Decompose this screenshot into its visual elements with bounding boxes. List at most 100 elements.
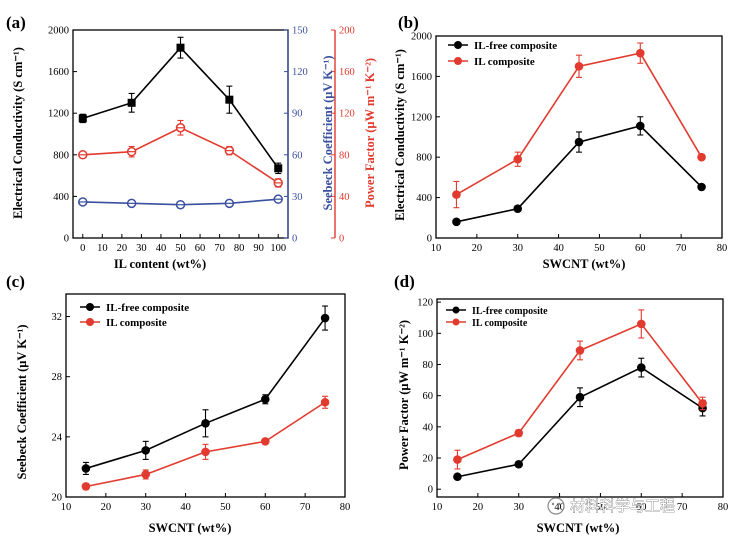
x-tick-label: 40 xyxy=(156,243,167,254)
panel-d: (d) 10 20 30 40 50 60 70 80 0 20 40 60 80 100 120 SWCN… xyxy=(394,272,728,535)
panel-b-xlabel: SWCNT (wt%) xyxy=(543,257,626,271)
data-point xyxy=(81,482,91,491)
panel-d-legend: IL-free composite IL composite xyxy=(446,306,548,329)
data-point xyxy=(574,137,584,147)
data-point xyxy=(141,446,151,455)
y-tick-label: 200 xyxy=(339,26,355,37)
y-tick-label: 32 xyxy=(52,312,63,323)
x-tick-label: 40 xyxy=(553,243,564,254)
x-tick-label: 20 xyxy=(117,243,128,254)
panel-d-xlabel: SWCNT (wt%) xyxy=(537,521,620,535)
y-tick-label: 40 xyxy=(423,422,434,433)
y-tick-label: 80 xyxy=(339,150,350,161)
data-point xyxy=(635,48,645,58)
legend-marker-il-free xyxy=(452,306,460,314)
x-tick-label: 60 xyxy=(195,243,206,254)
y-tick-label: 0 xyxy=(64,234,69,245)
y-tick-label: 24 xyxy=(52,432,63,443)
y-tick-label: 2000 xyxy=(411,32,432,43)
y-tick-label: 0 xyxy=(292,234,297,245)
x-tick-label: 30 xyxy=(513,502,524,513)
plot-frame xyxy=(65,293,346,498)
x-tick-label: 10 xyxy=(61,502,72,513)
panel-a-ylabel-left: Electrical Conductivity (S cm⁻¹) xyxy=(11,47,25,219)
legend-marker-il-free xyxy=(454,41,462,49)
legend-marker-il xyxy=(452,318,460,326)
data-point xyxy=(635,121,645,131)
x-tick-label: 40 xyxy=(180,502,191,513)
y-tick-label: 1600 xyxy=(48,67,69,78)
x-tick-label: 70 xyxy=(214,243,225,254)
data-point xyxy=(201,447,210,457)
panel-d-letter: (d) xyxy=(394,272,415,291)
data-point xyxy=(574,62,584,71)
y-tick-label: 0 xyxy=(428,485,433,496)
panel-a-letter: (a) xyxy=(6,13,26,32)
y-tick-label: 160 xyxy=(339,67,355,78)
data-point xyxy=(697,182,706,192)
data-point xyxy=(514,459,524,469)
data-point xyxy=(452,217,461,227)
y-tick-label: 20 xyxy=(52,493,63,504)
y-tick-label: 400 xyxy=(53,192,69,203)
panel-d-ylabel: Power Factor (μW m⁻¹ K⁻²) xyxy=(397,320,411,470)
x-tick-label: 80 xyxy=(718,502,729,513)
plot-frame xyxy=(435,35,723,239)
x-tick-label: 50 xyxy=(220,502,231,513)
data-point xyxy=(176,43,185,52)
data-point xyxy=(575,346,585,355)
legend-marker-il xyxy=(86,318,94,326)
y-tick-label: 60 xyxy=(292,150,303,161)
series-line xyxy=(82,126,279,184)
panel-b-legend-il-free: IL-free composite xyxy=(474,40,557,52)
series-line xyxy=(82,46,279,169)
x-tick-label: 50 xyxy=(594,243,605,254)
y-tick-label: 30 xyxy=(292,192,303,203)
legend-marker-il-free xyxy=(86,303,94,311)
x-tick-label: 30 xyxy=(512,243,523,254)
y-tick-label: 90 xyxy=(292,109,303,120)
x-tick-label: 80 xyxy=(340,502,351,513)
x-tick-label: 20 xyxy=(472,243,483,254)
data-point xyxy=(513,154,523,164)
data-point xyxy=(452,190,461,199)
data-point xyxy=(513,204,523,214)
x-tick-label: 50 xyxy=(175,243,186,254)
x-tick-label: 50 xyxy=(595,502,606,513)
panel-b-legend: IL-free composite IL composite xyxy=(448,40,557,68)
x-tick-label: 60 xyxy=(260,502,271,513)
x-tick-label: 80 xyxy=(717,243,728,254)
data-point xyxy=(81,464,91,473)
watermark: 材料科学与工程 xyxy=(547,497,675,515)
panel-b-letter: (b) xyxy=(398,13,419,32)
data-point xyxy=(514,428,524,438)
wechat-icon xyxy=(547,497,565,515)
series-line xyxy=(457,366,704,478)
x-tick-label: 10 xyxy=(431,243,442,254)
panel-a-xlabel: IL content (wt%) xyxy=(114,257,206,271)
panel-a: (a) 0 10 20 30 40 50 60 70 80 90 10004008001200160… xyxy=(6,13,377,271)
y-tick-label: 28 xyxy=(52,372,63,383)
data-point xyxy=(320,397,330,407)
panel-d-legend-il: IL composite xyxy=(472,318,528,329)
plot-frame xyxy=(436,298,724,498)
panel-b-ylabel: Electrical Conductivity (S cm⁻¹) xyxy=(393,49,407,221)
data-point xyxy=(274,164,283,173)
data-point xyxy=(575,392,585,402)
y-tick-label: 120 xyxy=(339,109,355,120)
y-tick-label: 40 xyxy=(339,192,350,203)
x-tick-label: 20 xyxy=(473,502,484,513)
data-point xyxy=(78,114,87,123)
y-tick-label: 120 xyxy=(417,298,433,309)
y-tick-label: 2000 xyxy=(48,26,69,37)
data-point xyxy=(698,399,707,408)
panel-a-ylabel-seebeck: Seebeck Coefficient (μV K⁻¹) xyxy=(321,55,335,210)
panel-c-xlabel: SWCNT (wt%) xyxy=(149,521,232,535)
panel-c-legend-il-free: IL-free composite xyxy=(106,302,189,314)
y-tick-label: 150 xyxy=(292,26,308,37)
data-point xyxy=(636,363,646,372)
y-tick-label: 800 xyxy=(53,150,69,161)
y-tick-label: 1200 xyxy=(411,112,432,123)
